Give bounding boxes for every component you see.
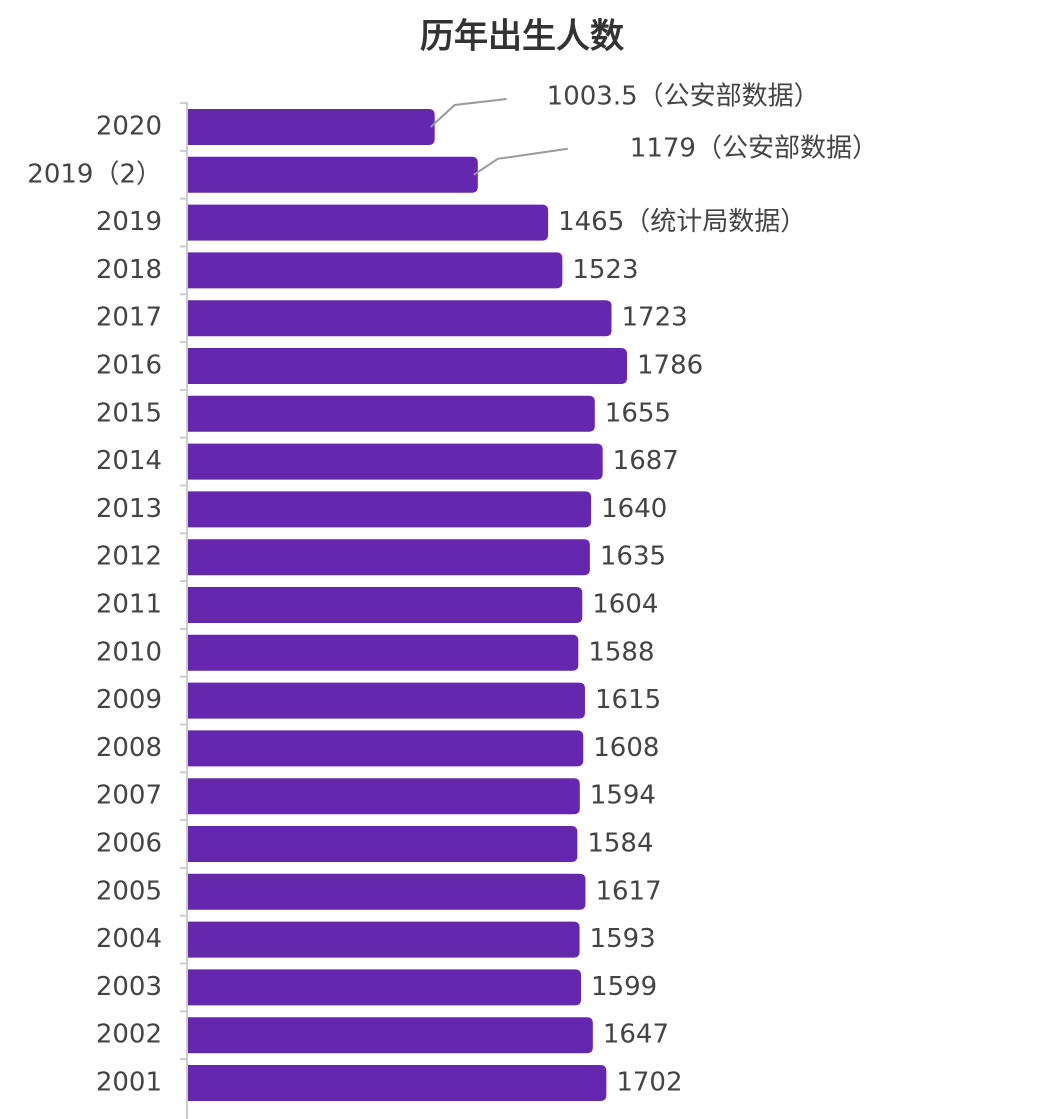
bar — [188, 1017, 593, 1054]
data-label: 1655 — [605, 398, 671, 428]
data-label: 1523 — [572, 255, 638, 285]
y-tick-label: 2020 — [96, 112, 162, 142]
data-label: 1584 — [587, 829, 653, 859]
y-tick-label: 2016 — [96, 351, 162, 381]
data-label: 1594 — [590, 781, 656, 811]
data-label: 1640 — [601, 494, 667, 524]
y-tick-label: 2013 — [96, 494, 162, 524]
bar — [188, 252, 563, 289]
data-label: 1608 — [593, 733, 659, 763]
data-label: 1604 — [592, 590, 658, 620]
data-label: 1599 — [591, 972, 657, 1002]
y-tick-label: 2012 — [96, 542, 162, 572]
y-tick-label: 2001 — [96, 1068, 162, 1098]
data-label: 1003.5（公安部数据） — [547, 82, 820, 112]
bar — [188, 300, 612, 337]
y-tick-label: 2009 — [96, 685, 162, 715]
y-tick-label: 2006 — [96, 829, 162, 859]
y-tick-label: 2004 — [96, 924, 162, 954]
bar — [188, 348, 627, 384]
chart-title: 历年出生人数 — [420, 17, 624, 57]
y-tick-label: 2011 — [96, 590, 162, 620]
y-tick-label: 2010 — [96, 637, 162, 667]
y-tick-label: 2017 — [96, 303, 162, 333]
data-label: 1615 — [595, 685, 661, 715]
y-tick-label: 2014 — [96, 446, 162, 476]
data-label: 1593 — [590, 924, 656, 954]
bar — [188, 969, 582, 1006]
bar — [188, 826, 578, 862]
y-tick-label: 2008 — [96, 733, 162, 763]
bar — [188, 587, 583, 623]
y-tick-label: 2018 — [96, 255, 162, 285]
y-tick-label: 2019 — [96, 207, 162, 237]
bar — [188, 682, 585, 719]
data-label: 1617 — [595, 876, 661, 906]
bar — [188, 395, 595, 432]
bar — [188, 109, 435, 145]
bar — [188, 156, 478, 193]
bar — [188, 778, 580, 815]
y-tick-label: 2015 — [96, 398, 162, 428]
data-label: 1723 — [622, 303, 688, 333]
leader-line — [429, 98, 507, 128]
data-label: 1786 — [637, 351, 703, 381]
bar — [188, 491, 592, 528]
bar — [188, 730, 584, 767]
bar — [188, 634, 579, 671]
y-tick-label: 2003 — [96, 972, 162, 1002]
bar — [188, 443, 603, 480]
data-label: 1647 — [603, 1020, 669, 1050]
leader-line — [473, 147, 568, 176]
y-tick-label: 2002 — [96, 1020, 162, 1050]
data-label: 1179（公安部数据） — [630, 133, 878, 163]
data-label: 1465（统计局数据） — [558, 207, 806, 237]
bar — [188, 921, 580, 958]
y-tick-label: 2007 — [96, 781, 162, 811]
bar — [188, 204, 549, 241]
y-tick-label: 2019（2） — [27, 159, 162, 189]
y-tick-label: 2005 — [96, 876, 162, 906]
data-label: 1635 — [600, 542, 666, 572]
bar — [188, 873, 586, 910]
data-label: 1702 — [616, 1068, 682, 1098]
bar — [188, 539, 590, 576]
bar — [188, 1065, 607, 1101]
data-label: 1687 — [613, 446, 679, 476]
data-label: 1588 — [588, 637, 654, 667]
